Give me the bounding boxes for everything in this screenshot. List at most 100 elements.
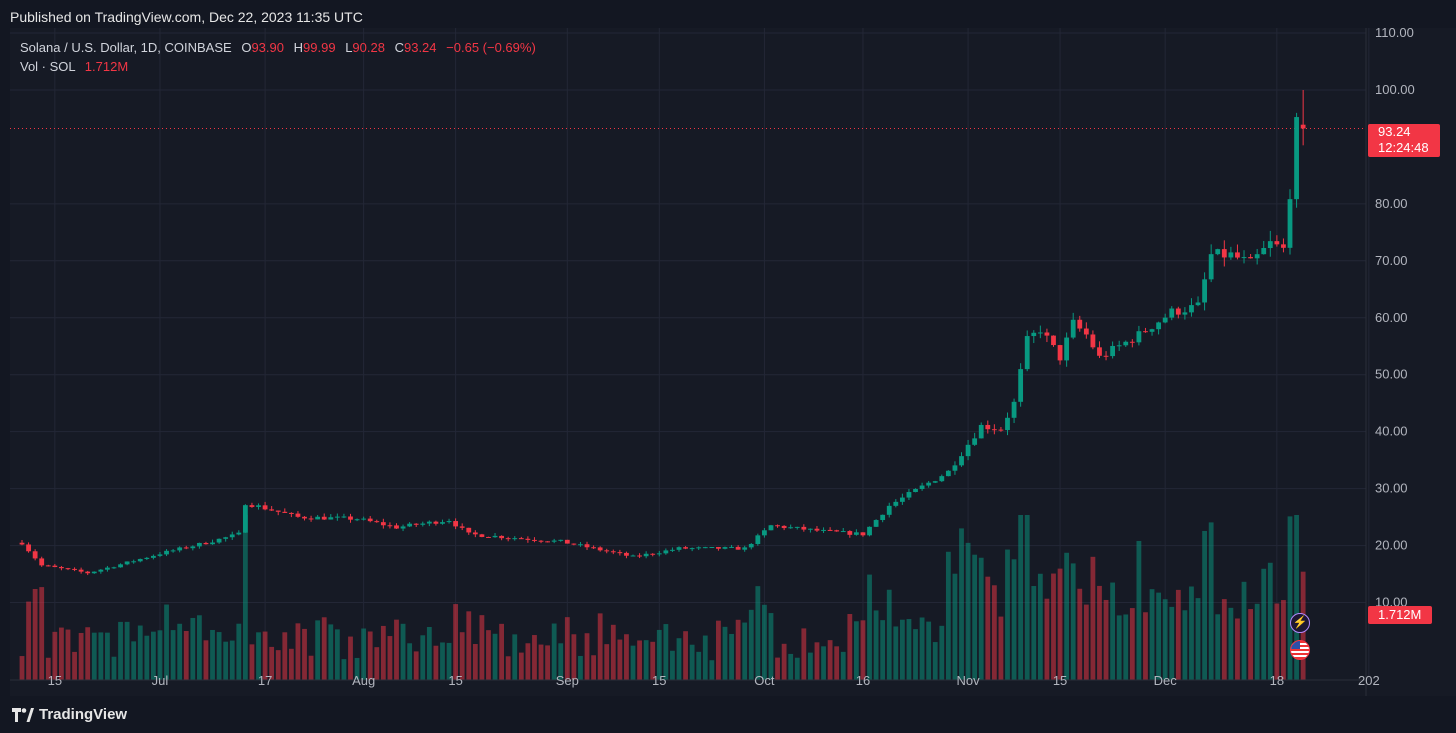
volume-bar <box>755 586 761 680</box>
y-tick-label: 110.00 <box>1375 28 1414 40</box>
volume-bar <box>610 624 616 680</box>
volume-bar <box>446 642 452 680</box>
candle-body <box>538 540 544 542</box>
volume-bar <box>137 625 143 680</box>
volume-bar <box>683 631 688 680</box>
y-tick-label: 30.00 <box>1375 481 1408 496</box>
time-axis: 15 Jul 17 Aug 15 Sep 15 Oct 16 Nov 15 Dec 18 202 <box>48 673 1380 688</box>
candle-body <box>354 519 360 521</box>
candle-body <box>873 520 879 527</box>
candle-body <box>295 513 301 517</box>
candle-body <box>394 525 399 529</box>
candle-body <box>1221 249 1227 258</box>
candle-body <box>1024 336 1030 370</box>
candle-body <box>1162 317 1168 323</box>
candle-body <box>919 485 925 489</box>
volume-bar <box>269 646 275 680</box>
candle-body <box>735 546 741 550</box>
candle-body <box>164 550 169 555</box>
volume-bar <box>1162 599 1168 680</box>
candle-body <box>1182 312 1188 315</box>
volume-bar <box>210 629 215 680</box>
volume-bar <box>39 587 45 680</box>
candle-body <box>959 456 964 466</box>
volume-bar <box>1005 549 1010 680</box>
x-tick-label: 15 <box>448 673 462 688</box>
volume-bar <box>571 634 577 680</box>
candle-body <box>801 526 807 530</box>
volume-bar <box>19 656 25 680</box>
volume-bar <box>262 631 268 680</box>
volume-bar <box>505 656 511 680</box>
volume-bar <box>689 644 695 680</box>
candle-body <box>282 511 288 513</box>
volume-bar <box>1103 599 1109 680</box>
candle-body <box>85 571 91 574</box>
candle-body <box>729 546 734 548</box>
volume-bar <box>1051 573 1056 680</box>
symbol-title[interactable]: Solana / U.S. Dollar, 1D, COINBASE <box>20 40 232 55</box>
open-label: O <box>241 40 252 55</box>
volume-bar <box>919 617 925 680</box>
price-chart[interactable]: 110.00 100.00 80.00 70.00 60.00 50.00 40.00 30.… <box>10 28 1456 696</box>
volume-bar <box>847 614 853 680</box>
volume-bar <box>696 651 702 680</box>
candle-body <box>1235 252 1240 258</box>
volume-bar <box>709 660 715 680</box>
lightning-icon[interactable]: ⚡ <box>1290 613 1310 633</box>
close-label: C <box>394 40 404 55</box>
volume-bar <box>965 542 971 680</box>
high-value: 99.99 <box>303 40 336 55</box>
us-flag-icon[interactable] <box>1290 640 1310 660</box>
volume-bar <box>111 656 117 680</box>
volume-bar <box>860 620 866 680</box>
candle-body <box>893 501 899 506</box>
volume-bar <box>183 631 189 680</box>
volume-bar <box>597 613 603 680</box>
volume-bar <box>676 638 682 680</box>
candle-body <box>610 551 616 553</box>
change-value: −0.65 (−0.69%) <box>446 40 536 55</box>
candle-body <box>275 510 281 512</box>
volume-bar <box>374 647 380 680</box>
volume-bar <box>564 617 570 680</box>
candle-body <box>840 531 846 533</box>
volume-bar <box>486 630 491 680</box>
candle-body <box>236 532 242 535</box>
volume-bar <box>177 623 183 680</box>
candle-body <box>597 547 603 551</box>
y-tick-label: 100.00 <box>1375 82 1415 97</box>
volume-bar <box>650 641 656 680</box>
candle-body <box>1018 369 1024 402</box>
volume-bar <box>1254 603 1260 680</box>
volume-bar <box>1018 515 1024 680</box>
candle-body <box>367 518 373 522</box>
volume-label[interactable]: Vol · SOL <box>20 59 76 74</box>
volume-bar <box>1149 589 1155 680</box>
candle-body <box>551 540 557 542</box>
volume-bar <box>518 652 524 680</box>
volume-bar <box>893 626 899 680</box>
volume-bar <box>939 625 945 680</box>
chart-panel[interactable] <box>10 28 1456 696</box>
candle-body <box>1005 417 1010 431</box>
price-axis: 110.00 100.00 80.00 70.00 60.00 50.00 40.00 30.… <box>1375 28 1415 610</box>
volume-bar <box>873 610 879 680</box>
candle-body <box>716 547 721 549</box>
volume-bar <box>532 635 537 680</box>
candle-body <box>45 565 51 567</box>
candle-body <box>26 544 31 552</box>
candle-body <box>1083 328 1089 335</box>
brand-name: TradingView <box>39 706 128 723</box>
candle-body <box>453 521 459 527</box>
candle-body <box>1195 302 1201 306</box>
volume-bar <box>1097 585 1102 680</box>
volume-bars <box>19 515 1306 680</box>
volume-bar <box>407 643 413 680</box>
candle-body <box>847 531 853 535</box>
candle-body <box>1156 322 1162 330</box>
tradingview-logo[interactable]: TradingView <box>12 706 127 723</box>
x-tick-label: Oct <box>754 673 775 688</box>
candle-body <box>617 552 623 554</box>
candle-body <box>702 547 708 549</box>
